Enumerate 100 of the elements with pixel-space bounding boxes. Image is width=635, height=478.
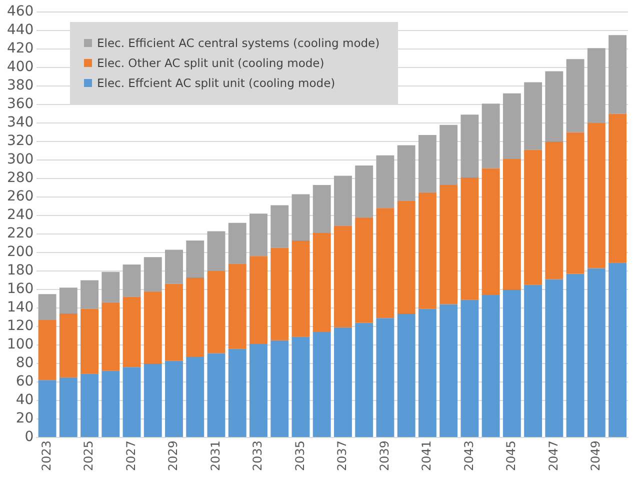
- y-tick-label: 460: [6, 4, 34, 20]
- bar: [355, 166, 374, 218]
- y-tick-label: 140: [6, 300, 34, 316]
- legend-label: Elec. Efficient AC central systems (cooling mode): [97, 36, 380, 50]
- y-tick-label: 280: [6, 170, 34, 186]
- bar: [545, 71, 564, 142]
- y-tick-label: 400: [6, 59, 34, 76]
- bar: [608, 35, 627, 114]
- x-tick-label: 2049: [588, 440, 603, 472]
- bar: [186, 356, 204, 437]
- bar: [587, 268, 606, 437]
- bar: [460, 300, 479, 437]
- bar: [440, 304, 458, 437]
- bar: [524, 284, 542, 437]
- bar: [80, 280, 98, 309]
- bar: [292, 336, 310, 437]
- bar: [460, 114, 479, 178]
- bar: [312, 332, 331, 437]
- y-tick-label: 180: [6, 262, 34, 279]
- bar: [292, 194, 310, 240]
- bar: [144, 363, 162, 437]
- x-tick-label: 2037: [335, 440, 350, 472]
- x-tick-label: 2029: [166, 440, 180, 472]
- bar: [38, 320, 56, 380]
- x-tick-label: 2041: [420, 440, 434, 472]
- bar: [587, 122, 606, 268]
- y-tick-label: 80: [16, 355, 34, 372]
- bar: [587, 48, 606, 123]
- bar: [376, 208, 394, 318]
- y-tick-label: 20: [16, 410, 34, 427]
- bar: [460, 178, 479, 300]
- bar: [102, 272, 120, 302]
- bar: [122, 296, 141, 368]
- y-tick-label: 100: [6, 336, 34, 353]
- bar: [270, 248, 289, 340]
- bar: [59, 314, 78, 378]
- bar: [165, 284, 183, 361]
- y-tick-label: 160: [6, 281, 34, 298]
- bar: [418, 192, 436, 309]
- bar: [250, 344, 268, 437]
- bar: [566, 274, 584, 437]
- bar: [334, 327, 352, 437]
- bar: [482, 168, 500, 296]
- bar: [566, 132, 584, 274]
- bar: [397, 200, 416, 314]
- x-tick-label: 2033: [250, 440, 265, 472]
- legend-label: Elec. Effcient AC split unit (cooling mode): [97, 76, 336, 90]
- bar: [566, 59, 584, 132]
- x-tick-label: 2023: [39, 440, 54, 472]
- y-tick-label: 360: [6, 96, 34, 112]
- bar: [228, 348, 246, 437]
- y-tick-label: 320: [6, 133, 34, 150]
- bar: [355, 322, 374, 437]
- bar: [502, 93, 521, 160]
- bar: [397, 314, 416, 437]
- bar: [122, 264, 141, 297]
- bar: [355, 217, 374, 323]
- bar: [207, 270, 226, 354]
- bar: [440, 124, 458, 185]
- bar: [144, 291, 162, 364]
- bar: [545, 141, 564, 280]
- bar: [334, 176, 352, 226]
- bar: [608, 114, 627, 263]
- bar: [165, 360, 183, 437]
- bar: [524, 150, 542, 285]
- y-tick-label: 240: [6, 207, 34, 224]
- bar: [59, 377, 78, 437]
- y-tick-label: 40: [16, 392, 34, 408]
- bar: [482, 295, 500, 437]
- x-tick-label: 2045: [504, 440, 518, 472]
- bar: [334, 226, 352, 328]
- bar: [608, 262, 627, 437]
- bar: [312, 184, 331, 234]
- bar: [186, 277, 204, 357]
- bar: [270, 205, 289, 248]
- bar: [102, 302, 120, 371]
- bar: [207, 231, 226, 271]
- x-tick-label: 2031: [208, 440, 222, 472]
- bar: [80, 374, 98, 437]
- x-tick-label: 2039: [377, 440, 392, 472]
- bar: [38, 294, 56, 320]
- bar: [545, 279, 564, 437]
- y-tick-label: 300: [6, 152, 34, 168]
- y-tick-label: 120: [6, 318, 34, 334]
- bar: [270, 340, 289, 437]
- bar: [80, 308, 98, 374]
- bar: [122, 367, 141, 437]
- y-tick-label: 340: [6, 114, 34, 131]
- bar: [418, 135, 436, 192]
- y-tick-label: 440: [6, 22, 34, 38]
- y-tick-label: 0: [24, 429, 34, 446]
- y-tick-label: 260: [6, 188, 34, 205]
- bar: [186, 240, 204, 278]
- bar: [228, 222, 246, 264]
- bar: [292, 240, 310, 337]
- bar: [502, 159, 521, 290]
- x-tick-label: 2035: [292, 440, 307, 472]
- x-tick-label: 2047: [546, 440, 560, 472]
- bar: [144, 257, 162, 292]
- bar: [102, 370, 120, 437]
